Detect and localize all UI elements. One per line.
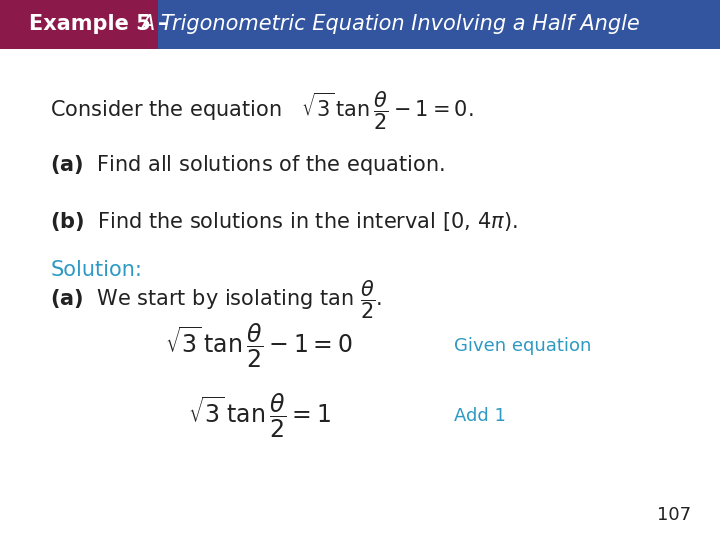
- FancyBboxPatch shape: [0, 0, 158, 49]
- Text: $\sqrt{3}\,\tan\dfrac{\theta}{2} = 1$: $\sqrt{3}\,\tan\dfrac{\theta}{2} = 1$: [188, 392, 330, 440]
- Text: Add 1: Add 1: [454, 407, 505, 425]
- Text: Given equation: Given equation: [454, 336, 591, 355]
- Text: Solution:: Solution:: [50, 260, 143, 280]
- Text: A Trigonometric Equation Involving a Half Angle: A Trigonometric Equation Involving a Hal…: [140, 14, 640, 35]
- Text: $\mathbf{(a)}$  Find all solutions of the equation.: $\mathbf{(a)}$ Find all solutions of the…: [50, 153, 445, 177]
- Text: Consider the equation   $\sqrt{3}\,\tan\dfrac{\theta}{2} - 1 = 0.$: Consider the equation $\sqrt{3}\,\tan\df…: [50, 90, 474, 132]
- Text: 107: 107: [657, 506, 691, 524]
- Text: $\mathbf{(b)}$  Find the solutions in the interval $[0,\, 4\pi)$.: $\mathbf{(b)}$ Find the solutions in the…: [50, 210, 518, 233]
- Text: Example 5 –: Example 5 –: [29, 14, 176, 35]
- Text: $\sqrt{3}\,\tan\dfrac{\theta}{2} - 1 = 0$: $\sqrt{3}\,\tan\dfrac{\theta}{2} - 1 = 0…: [166, 321, 353, 370]
- FancyBboxPatch shape: [158, 0, 720, 49]
- Text: $\mathbf{(a)}$  We start by isolating tan $\dfrac{\theta}{2}$.: $\mathbf{(a)}$ We start by isolating tan…: [50, 279, 383, 321]
